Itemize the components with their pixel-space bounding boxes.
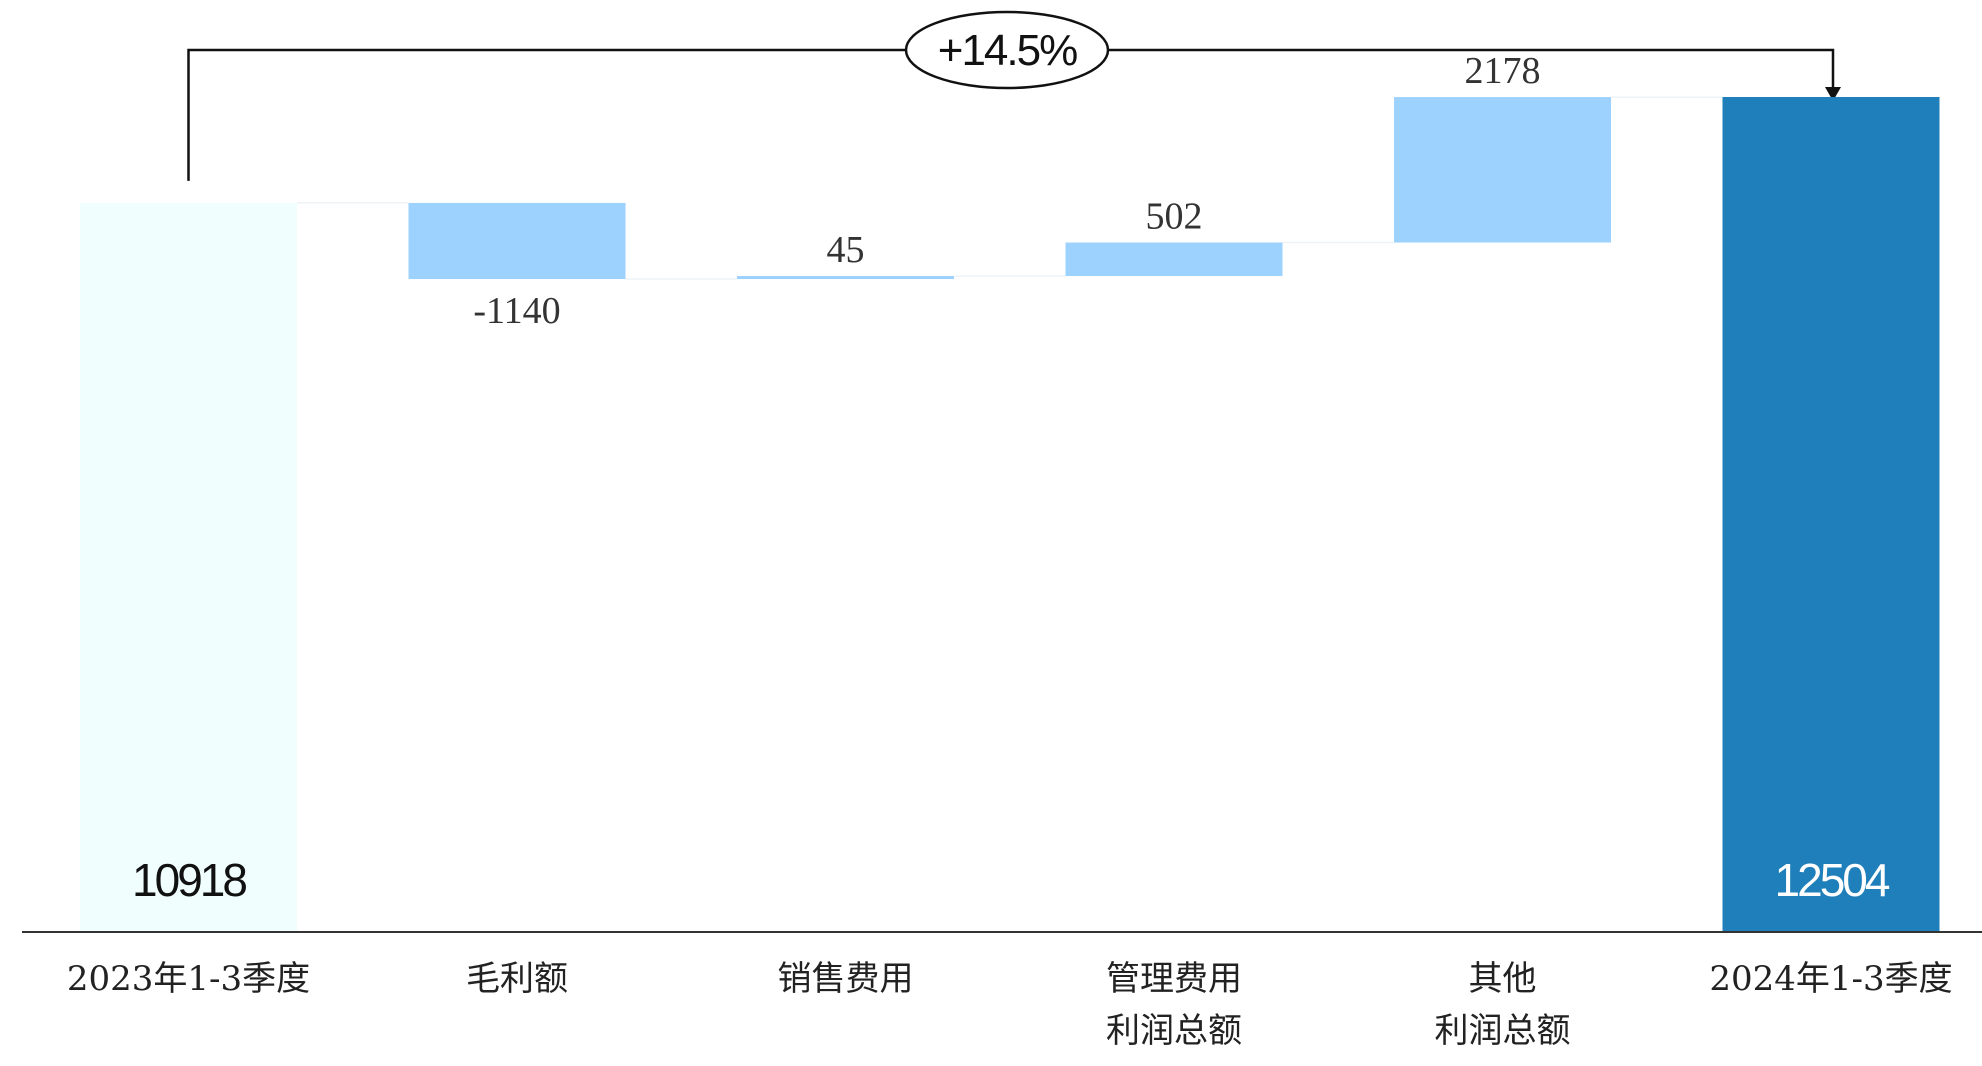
category-sublabel-3: 利润总额 [1106,1011,1242,1051]
category-sublabel-4: 利润总额 [1435,1011,1571,1051]
bar-1 [408,202,626,280]
value-label-2: 45 [827,229,865,271]
growth-bracket: +14.5% [187,10,1841,181]
connectors-group [297,96,1723,280]
value-label-3: 502 [1146,196,1203,238]
growth-label: +14.5% [938,26,1077,75]
bar-2 [737,276,954,280]
bar-5 [1722,97,1940,932]
category-label-2: 销售费用 [778,959,914,999]
value-label-1: -1140 [473,290,560,332]
bar-0 [80,202,297,933]
growth-arrowhead [1825,87,1841,101]
category-label-4: 其他 [1469,959,1537,999]
category-label-5: 2024年1-3季度 [1709,959,1952,999]
growth-badge [904,10,1110,90]
bars-group [80,97,1940,933]
bar-3 [1065,242,1283,277]
bar-4 [1394,97,1611,243]
value-label-5: 12504 [1775,854,1890,906]
category-label-1: 毛利额 [466,959,568,999]
value-label-4: 2178 [1465,50,1541,92]
value-label-0: 10918 [132,854,246,906]
value-labels-group: 10918 -1140 45 502 2178 12504 [132,50,1893,906]
category-label-3: 管理费用 [1106,959,1242,999]
category-label-0: 2023年1-3季度 [67,959,310,999]
